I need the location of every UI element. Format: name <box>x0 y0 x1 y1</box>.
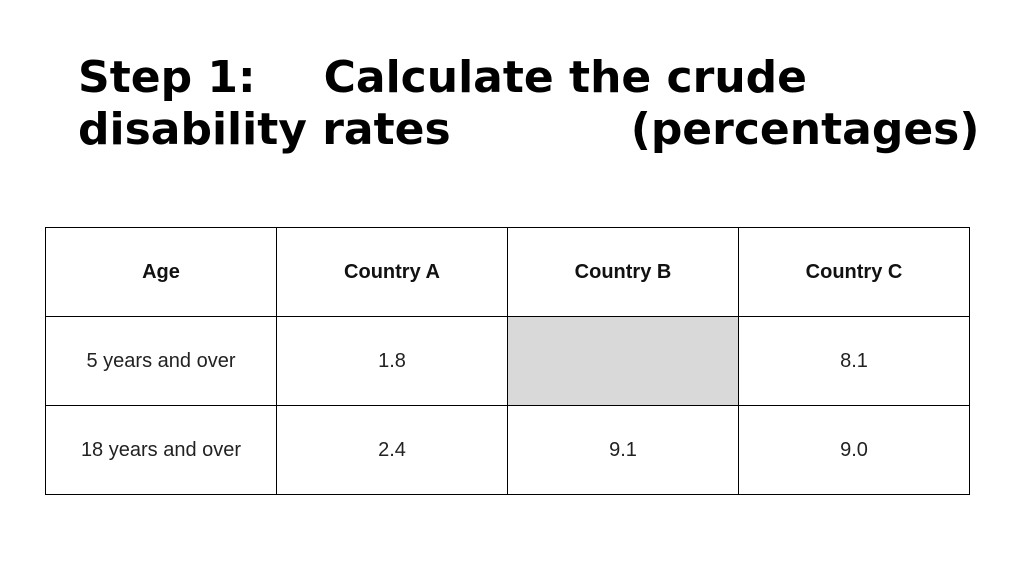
header-country-c: Country C <box>738 227 970 317</box>
cell-country-b: 9.1 <box>507 405 739 495</box>
cell-country-c: 8.1 <box>738 316 970 406</box>
cell-age: 5 years and over <box>45 316 277 406</box>
cell-country-c: 9.0 <box>738 405 970 495</box>
slide-title: Step 1: Calculate the crude disability ra… <box>78 52 980 156</box>
cell-country-a: 2.4 <box>276 405 508 495</box>
header-country-b: Country B <box>507 227 739 317</box>
title-line2-left: disability rates <box>78 104 451 155</box>
table-header-row: Age Country A Country B Country C <box>45 227 970 317</box>
title-step: Step 1: <box>78 52 256 103</box>
title-line-2: disability rates (percentages) <box>78 104 980 156</box>
header-age: Age <box>45 227 277 317</box>
cell-country-b-empty <box>507 316 739 406</box>
cell-age: 18 years and over <box>45 405 277 495</box>
table-row: 5 years and over 1.8 8.1 <box>45 316 970 406</box>
header-country-a: Country A <box>276 227 508 317</box>
title-line-1: Step 1: Calculate the crude <box>78 52 978 104</box>
cell-country-a: 1.8 <box>276 316 508 406</box>
title-main: Calculate the crude <box>323 52 807 103</box>
disability-rates-table: Age Country A Country B Country C 5 year… <box>45 227 970 495</box>
table-row: 18 years and over 2.4 9.1 9.0 <box>45 405 970 495</box>
title-line2-right: (percentages) <box>630 104 980 155</box>
